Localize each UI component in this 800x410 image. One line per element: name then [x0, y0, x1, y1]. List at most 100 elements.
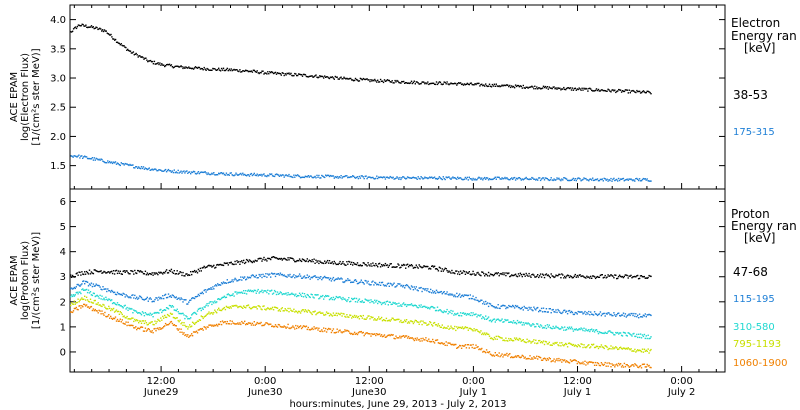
electron-point: [560, 89, 562, 91]
proton-point: [405, 319, 408, 321]
electron-point: [430, 82, 432, 85]
proton-point: [495, 272, 497, 274]
electron-point: [233, 68, 235, 71]
proton-point: [313, 258, 315, 260]
electron-point: [486, 177, 489, 179]
proton-point: [407, 321, 410, 323]
proton-point: [526, 307, 528, 309]
proton-point: [218, 263, 221, 266]
electron-point: [108, 161, 110, 164]
electron-point: [616, 90, 618, 93]
proton-point: [485, 351, 487, 354]
proton-point: [358, 318, 361, 320]
proton-point: [323, 262, 325, 265]
proton-point: [70, 276, 73, 278]
electron-point: [144, 167, 147, 169]
proton-point: [70, 311, 72, 313]
electron-point: [644, 178, 646, 180]
electron-point: [196, 67, 199, 69]
proton-point: [605, 277, 607, 279]
proton-point: [387, 319, 389, 322]
proton-point: [402, 264, 404, 267]
proton-point: [457, 312, 459, 314]
proton-point: [342, 331, 344, 333]
electron-point: [485, 83, 487, 85]
proton-point: [72, 310, 75, 312]
proton-point: [335, 263, 337, 266]
electron-point: [237, 174, 239, 176]
proton-point: [306, 311, 308, 313]
proton-point: [315, 259, 317, 261]
proton-point: [525, 358, 527, 360]
electron-point: [116, 162, 119, 164]
proton-point: [569, 343, 572, 345]
proton-point: [391, 317, 393, 319]
electron-point: [349, 77, 351, 80]
proton-point: [364, 279, 366, 282]
proton-point: [292, 293, 294, 295]
electron-point: [556, 177, 558, 179]
proton-point: [183, 275, 185, 277]
proton-point: [217, 325, 219, 327]
proton-point: [409, 264, 412, 267]
proton-point: [609, 314, 611, 316]
proton-point: [593, 276, 596, 278]
proton-point: [190, 299, 192, 301]
electron-point: [293, 174, 295, 176]
proton-point: [322, 312, 324, 314]
proton-point: [85, 296, 88, 298]
electron-point: [639, 92, 642, 94]
electron-point: [646, 178, 648, 180]
proton-point: [384, 284, 387, 287]
electron-point: [77, 155, 79, 157]
proton-point: [288, 327, 290, 329]
proton-point: [310, 312, 312, 314]
proton-point: [164, 322, 167, 325]
proton-point: [232, 263, 234, 266]
proton-point: [199, 292, 202, 295]
electron-point: [494, 85, 496, 87]
electron-point: [626, 178, 628, 180]
proton-point: [101, 295, 103, 297]
proton-point: [323, 327, 325, 329]
proton-point: [107, 308, 109, 310]
electron-point: [154, 63, 156, 65]
proton-point: [222, 307, 225, 310]
proton-point: [322, 330, 324, 333]
electron-point: [394, 79, 396, 82]
proton-point: [385, 301, 388, 303]
proton-point: [154, 311, 156, 314]
electron-point: [125, 163, 127, 165]
electron-point: [557, 178, 559, 180]
proton-point: [638, 336, 641, 339]
electron-point: [159, 62, 161, 64]
proton-point: [208, 288, 210, 290]
proton-point: [172, 316, 175, 319]
proton-point: [555, 274, 557, 276]
proton-point: [438, 342, 441, 344]
electron-point: [603, 89, 605, 92]
proton-point: [268, 274, 270, 276]
proton-point: [387, 282, 389, 284]
electron-point: [565, 178, 568, 180]
proton-point: [489, 337, 492, 340]
electron-point: [411, 82, 414, 85]
proton-point: [571, 311, 574, 314]
proton-point: [544, 340, 547, 343]
proton-point: [583, 327, 585, 329]
proton-point: [274, 257, 277, 259]
electron-point: [580, 89, 582, 91]
proton-point: [582, 361, 584, 363]
proton-point: [403, 263, 405, 266]
proton-point: [329, 328, 332, 330]
electron-point: [381, 80, 384, 82]
electron-point: [359, 177, 362, 179]
proton-point: [580, 327, 582, 329]
electron-point: [148, 60, 150, 62]
proton-point: [635, 351, 637, 353]
proton-point: [398, 302, 400, 304]
proton-point: [644, 350, 646, 352]
electron-point: [400, 178, 402, 181]
proton-point: [354, 333, 357, 335]
proton-point: [563, 345, 565, 347]
